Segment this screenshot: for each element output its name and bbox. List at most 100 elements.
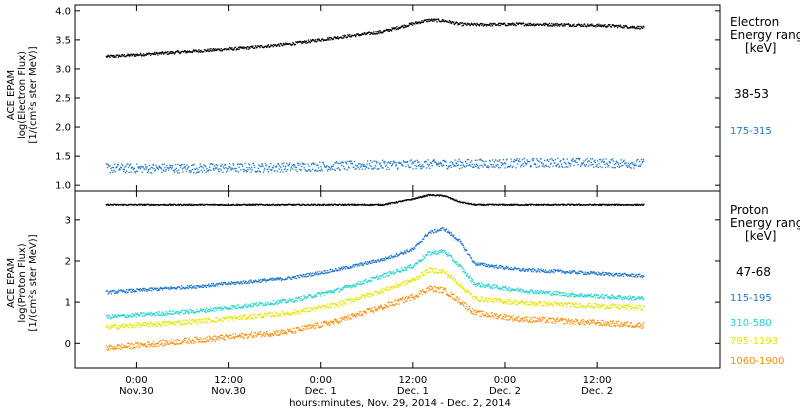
electron-point-38-53 bbox=[316, 41, 318, 43]
proton-point-115-195 bbox=[479, 264, 482, 266]
proton-point-310-580 bbox=[600, 295, 602, 297]
electron-point-175-315 bbox=[511, 160, 513, 163]
proton-point-115-195 bbox=[277, 277, 280, 279]
proton-point-795-1193 bbox=[302, 309, 304, 311]
proton-point-115-195 bbox=[218, 282, 221, 284]
proton-point-115-195 bbox=[469, 254, 471, 256]
electron-point-38-53 bbox=[492, 23, 494, 25]
electron-point-175-315 bbox=[514, 158, 516, 161]
electron-point-175-315 bbox=[643, 160, 645, 162]
electron-point-38-53 bbox=[203, 51, 205, 53]
electron-point-38-53 bbox=[631, 26, 633, 29]
electron-point-175-315 bbox=[147, 170, 149, 172]
proton-point-310-580 bbox=[201, 310, 203, 312]
electron-point-175-315 bbox=[478, 159, 481, 161]
electron-point-175-315 bbox=[439, 161, 442, 164]
electron-point-38-53 bbox=[375, 31, 377, 33]
proton-point-115-195 bbox=[319, 273, 322, 275]
proton-point-795-1193 bbox=[335, 304, 337, 307]
electron-point-38-53 bbox=[433, 20, 435, 22]
proton-point-47-68 bbox=[283, 204, 286, 206]
electron-point-38-53 bbox=[534, 24, 536, 26]
proton-point-795-1193 bbox=[296, 313, 298, 315]
proton-point-47-68 bbox=[487, 203, 489, 205]
proton-point-795-1193 bbox=[123, 326, 125, 329]
proton-point-310-580 bbox=[236, 307, 238, 309]
electron-point-38-53 bbox=[643, 26, 645, 28]
proton-point-47-68 bbox=[323, 203, 326, 205]
proton-point-310-580 bbox=[352, 283, 354, 286]
proton-point-47-68 bbox=[380, 203, 382, 206]
proton-point-310-580 bbox=[495, 284, 497, 286]
proton-point-310-580 bbox=[389, 272, 392, 274]
proton-point-47-68 bbox=[617, 204, 619, 206]
proton-point-115-195 bbox=[426, 235, 428, 237]
electron-point-38-53 bbox=[509, 23, 512, 25]
proton-point-310-580 bbox=[450, 255, 452, 257]
electron-point-175-315 bbox=[369, 164, 371, 167]
proton-point-310-580 bbox=[604, 295, 607, 297]
electron-point-38-53 bbox=[343, 37, 345, 39]
electron-point-38-53 bbox=[554, 23, 557, 25]
proton-point-47-68 bbox=[106, 204, 108, 206]
electron-point-38-53 bbox=[509, 24, 511, 26]
electron-point-175-315 bbox=[222, 171, 224, 173]
proton-point-310-580 bbox=[227, 307, 229, 309]
electron-point-175-315 bbox=[306, 170, 308, 172]
proton-point-115-195 bbox=[259, 279, 262, 281]
electron-point-175-315 bbox=[342, 162, 344, 164]
proton-point-115-195 bbox=[217, 283, 219, 285]
proton-point-47-68 bbox=[331, 203, 333, 205]
proton-point-795-1193 bbox=[201, 318, 204, 321]
proton-point-310-580 bbox=[619, 295, 622, 297]
proton-point-310-580 bbox=[567, 295, 570, 298]
electron-point-38-53 bbox=[343, 35, 345, 38]
electron-point-38-53 bbox=[461, 25, 463, 27]
electron-point-175-315 bbox=[271, 169, 273, 171]
electron-point-38-53 bbox=[304, 41, 307, 43]
proton-point-310-580 bbox=[422, 258, 424, 261]
proton-point-795-1193 bbox=[362, 294, 365, 296]
electron-point-38-53 bbox=[581, 23, 583, 26]
proton-point-310-580 bbox=[370, 277, 372, 279]
electron-point-38-53 bbox=[127, 54, 130, 57]
proton-point-795-1193 bbox=[227, 320, 229, 322]
proton-point-795-1193 bbox=[249, 315, 252, 317]
proton-point-47-68 bbox=[399, 200, 402, 202]
electron-point-175-315 bbox=[227, 167, 229, 170]
proton-point-795-1193 bbox=[360, 297, 362, 299]
electron-point-38-53 bbox=[177, 51, 179, 53]
electron-point-38-53 bbox=[126, 54, 128, 57]
proton-point-115-195 bbox=[355, 264, 357, 266]
electron-point-175-315 bbox=[261, 163, 263, 165]
electron-point-175-315 bbox=[153, 167, 155, 170]
proton-point-47-68 bbox=[395, 201, 397, 203]
proton-point-310-580 bbox=[634, 296, 636, 298]
electron-point-38-53 bbox=[228, 48, 230, 51]
electron-point-38-53 bbox=[280, 43, 283, 45]
proton-point-795-1193 bbox=[109, 324, 112, 326]
proton-point-795-1193 bbox=[152, 325, 154, 328]
electron-point-175-315 bbox=[637, 165, 640, 168]
electron-point-175-315 bbox=[239, 163, 241, 165]
electron-point-175-315 bbox=[347, 166, 350, 168]
proton-point-310-580 bbox=[555, 291, 557, 293]
proton-point-115-195 bbox=[366, 263, 368, 265]
proton-point-115-195 bbox=[390, 254, 392, 256]
proton-point-47-68 bbox=[138, 203, 140, 206]
electron-point-38-53 bbox=[219, 50, 222, 52]
proton-point-310-580 bbox=[109, 318, 112, 320]
proton-point-310-580 bbox=[231, 308, 233, 310]
electron-point-175-315 bbox=[538, 165, 540, 167]
proton-point-115-195 bbox=[202, 286, 204, 288]
proton-point-310-580 bbox=[386, 272, 388, 275]
electron-point-38-53 bbox=[306, 40, 308, 42]
electron-point-38-53 bbox=[140, 54, 142, 56]
proton-point-115-195 bbox=[307, 272, 309, 275]
electron-point-38-53 bbox=[191, 51, 194, 54]
proton-point-115-195 bbox=[419, 242, 421, 244]
proton-point-310-580 bbox=[298, 296, 301, 299]
proton-point-795-1193 bbox=[228, 317, 231, 320]
proton-point-310-580 bbox=[200, 309, 203, 311]
proton-point-795-1193 bbox=[346, 303, 348, 305]
